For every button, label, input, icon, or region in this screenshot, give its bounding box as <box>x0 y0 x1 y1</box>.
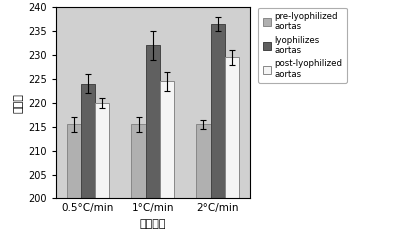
Bar <box>160 81 174 198</box>
Legend: pre-lyophilized
aortas, lyophilizes
aortas, post-lyophilized
aortas: pre-lyophilized aortas, lyophilizes aort… <box>258 8 347 83</box>
Bar <box>131 124 146 198</box>
Bar <box>196 124 210 198</box>
Bar <box>81 84 95 198</box>
Bar <box>67 124 81 198</box>
Y-axis label: 灰度値: 灰度値 <box>13 93 24 113</box>
Bar <box>95 103 110 198</box>
Bar <box>210 24 225 198</box>
Bar <box>146 45 160 198</box>
Bar <box>225 57 239 198</box>
X-axis label: 降温速率: 降温速率 <box>140 219 166 229</box>
